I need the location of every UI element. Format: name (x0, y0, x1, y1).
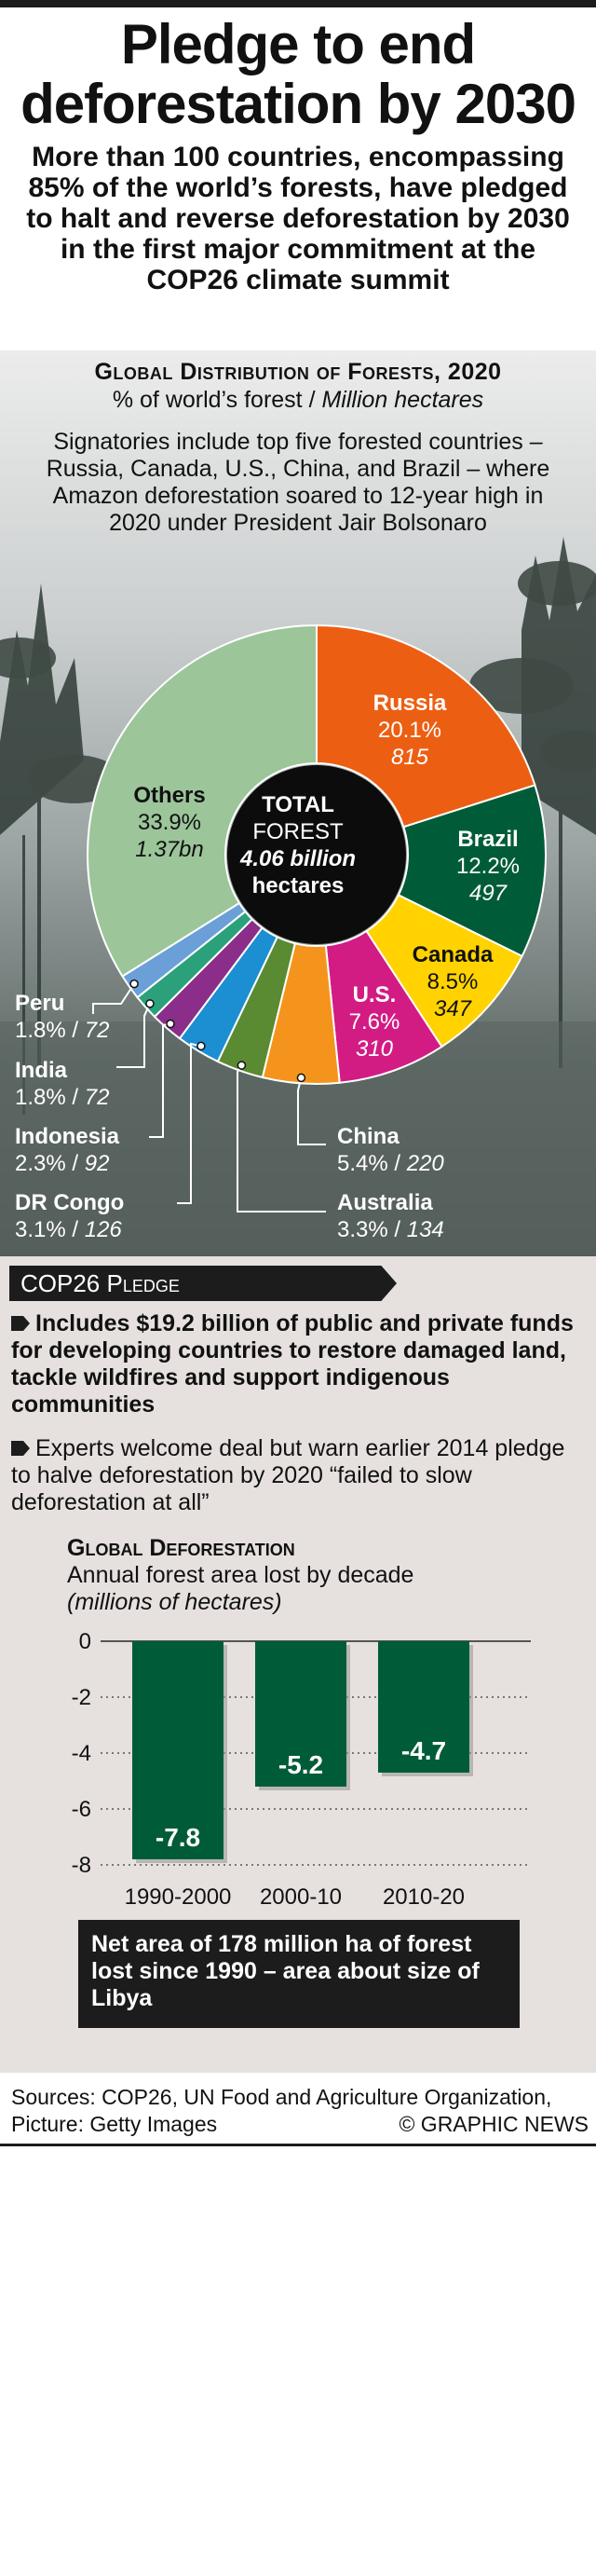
footer: Sources: COP26, UN Food and Agriculture … (11, 2084, 589, 2138)
footer-rule (0, 2144, 596, 2146)
credit-text: © GRAPHIC NEWS (399, 2111, 589, 2138)
x-tick-label: 2000-10 (260, 1884, 342, 1910)
net-loss-note: Net area of 178 million ha of forest los… (78, 1920, 520, 2028)
bar-value-label: -4.7 (401, 1736, 446, 1765)
bar-value-label: -7.8 (156, 1823, 200, 1852)
deforestation-bar-chart: 0 -2 -4 -6 -8 -7.8 1990-2000 -5.2 2000-10 -4.7 201… (0, 0, 596, 1920)
x-tick-label: 1990-2000 (125, 1884, 232, 1910)
y-tick-label: -6 (72, 1797, 91, 1822)
y-tick-label: -4 (72, 1741, 91, 1766)
y-tick-label: -8 (72, 1853, 91, 1878)
y-tick-label: 0 (79, 1629, 91, 1654)
y-tick-label: -2 (72, 1685, 91, 1710)
bar-value-label: -5.2 (278, 1750, 323, 1779)
x-tick-label: 2010-20 (383, 1884, 465, 1910)
